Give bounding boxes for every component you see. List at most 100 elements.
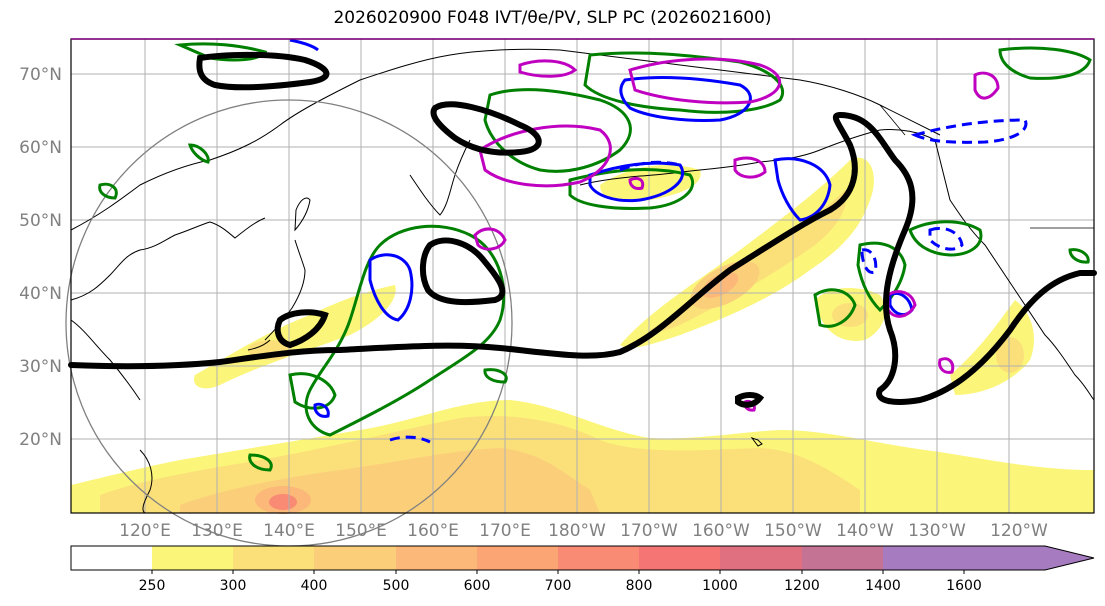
coast-alaska-north bbox=[559, 49, 941, 136]
coast-aleutians bbox=[579, 161, 761, 186]
theta-e-contour-tropics bbox=[248, 453, 273, 472]
lon-label-170e: 170°E bbox=[479, 521, 531, 541]
slp-contour-hawaii bbox=[735, 392, 765, 408]
ivt-westcoast-inner bbox=[996, 337, 1024, 373]
cb-label-1200: 1200 bbox=[784, 578, 820, 594]
latitude-labels: 70°N 60°N 50°N 40°N 30°N 20°N bbox=[19, 65, 62, 450]
lon-label-130w: 130°W bbox=[908, 521, 966, 541]
lon-label-140e: 140°E bbox=[263, 521, 315, 541]
cb-label-700: 700 bbox=[545, 578, 572, 594]
pv-magenta-contour-pacific bbox=[473, 227, 507, 251]
theta-e-contour-aleutians bbox=[568, 168, 694, 210]
coast-japan-hokkaido bbox=[294, 197, 311, 232]
lon-label-160w: 160°W bbox=[692, 521, 750, 541]
colorbar: 250 300 400 500 600 700 800 1000 1200 14… bbox=[70, 545, 1095, 594]
colorbar-seg-8 bbox=[720, 546, 802, 570]
cb-label-1000: 1000 bbox=[702, 578, 738, 594]
slp-contour-pacific-low bbox=[420, 237, 506, 306]
pv-magenta-contour-small2 bbox=[938, 357, 955, 374]
lon-label-150e: 150°E bbox=[335, 521, 387, 541]
colorbar-seg-9 bbox=[802, 546, 883, 570]
pv-magenta-contour-nw bbox=[973, 71, 1000, 100]
pv-blue-dashed-contours bbox=[389, 118, 1028, 444]
theta-e-contour-siberia bbox=[188, 143, 210, 164]
lat-label-70n: 70°N bbox=[19, 65, 62, 85]
pv-blue-contour-small bbox=[313, 402, 330, 418]
colorbar-outline bbox=[70, 545, 1095, 571]
ivt-core-140e bbox=[269, 494, 297, 510]
ar-250 bbox=[620, 157, 874, 348]
cb-label-600: 600 bbox=[464, 578, 491, 594]
pv-dashed-contour-coast bbox=[928, 226, 964, 251]
lon-label-160e: 160°E bbox=[407, 521, 459, 541]
colorbar-seg-1 bbox=[152, 546, 233, 570]
lon-label-170w: 170°W bbox=[620, 521, 678, 541]
lat-label-30n: 30°N bbox=[19, 357, 62, 377]
colorbar-seg-5 bbox=[477, 546, 558, 570]
gridlines bbox=[71, 39, 1094, 513]
pv-magenta-contour-arctic1 bbox=[518, 59, 578, 78]
coast-na-west bbox=[934, 139, 1095, 401]
coast-china bbox=[70, 319, 141, 401]
lon-label-150w: 150°W bbox=[764, 521, 822, 541]
coast-philippines bbox=[139, 449, 153, 514]
cb-label-1400: 1400 bbox=[865, 578, 901, 594]
colorbar-seg-4 bbox=[396, 546, 477, 570]
coast-kamchatka bbox=[409, 139, 471, 216]
lon-label-120w: 120°W bbox=[990, 521, 1048, 541]
lat-label-50n: 50°N bbox=[19, 211, 62, 231]
colorbar-seg-7 bbox=[639, 546, 720, 570]
pv-magenta-contour-small1 bbox=[628, 176, 645, 190]
ar-500 bbox=[701, 272, 739, 298]
coast-hawaii bbox=[750, 437, 763, 447]
ivt-japan bbox=[194, 285, 396, 389]
slp-contour-kamchatka bbox=[430, 101, 542, 156]
cb-label-800: 800 bbox=[626, 578, 653, 594]
colorbar-ticks bbox=[151, 570, 965, 574]
cb-label-500: 500 bbox=[383, 578, 410, 594]
colorbar-labels: 250 300 400 500 600 700 800 1000 1200 14… bbox=[139, 578, 982, 594]
theta-e-contour-pacific bbox=[304, 224, 506, 437]
theta-e-contour-coast bbox=[908, 220, 983, 257]
theta-e-contour-bering bbox=[483, 88, 632, 173]
lon-label-140w: 140°W bbox=[836, 521, 894, 541]
pv-blue-contours bbox=[289, 38, 914, 418]
pv-blue-contour-aleutians bbox=[588, 161, 684, 203]
coast-asia-north bbox=[70, 48, 561, 231]
cb-label-300: 300 bbox=[220, 578, 247, 594]
chart-title: 2026020900 F048 IVT/θe/PV, SLP PC (20260… bbox=[333, 8, 772, 28]
theta-e-contour-japan-south bbox=[288, 372, 337, 410]
colorbar-seg-extend bbox=[964, 546, 1094, 570]
pv-magenta-contour-coast bbox=[886, 290, 917, 318]
theta-e-contours bbox=[98, 42, 1092, 472]
pv-blue-contour-pacific bbox=[368, 253, 414, 322]
cb-label-400: 400 bbox=[301, 578, 328, 594]
slp-contour-main bbox=[68, 111, 1097, 405]
pv-blue-contour-gulf bbox=[773, 157, 832, 222]
colorbar-seg-10 bbox=[883, 546, 964, 570]
cb-label-250: 250 bbox=[139, 578, 166, 594]
longitude-labels: 120°E 130°E 140°E 150°E 160°E 170°E 180°… bbox=[119, 521, 1048, 541]
lon-label-120e: 120°E bbox=[119, 521, 171, 541]
lat-label-40n: 40°N bbox=[19, 284, 62, 304]
theta-e-contour-small2 bbox=[1068, 248, 1090, 264]
pv-blue-contour-arctic bbox=[619, 76, 752, 122]
theta-e-contour-gulf2 bbox=[813, 288, 857, 328]
theta-e-contour-small1 bbox=[483, 368, 508, 384]
colorbar-seg-6 bbox=[558, 546, 639, 570]
slp-contour-japan bbox=[274, 309, 329, 349]
slp-pc-contours bbox=[68, 51, 1097, 408]
pv-dashed-contour-aleutians bbox=[619, 160, 681, 172]
theta-e-contour-nw bbox=[998, 46, 1092, 80]
lat-label-20n: 20°N bbox=[19, 430, 62, 450]
colorbar-seg-2 bbox=[233, 546, 314, 570]
lon-label-180w: 180°W bbox=[548, 521, 606, 541]
theta-e-contour-okhotsk bbox=[174, 42, 268, 62]
pv-blue-contour-north bbox=[289, 38, 319, 52]
lat-label-60n: 60°N bbox=[19, 138, 62, 158]
coast-asia-korea bbox=[70, 217, 266, 301]
pv-magenta-contour-arctic2 bbox=[628, 57, 782, 105]
ivt-bering bbox=[600, 165, 701, 202]
theta-e-contour-arctic bbox=[583, 51, 784, 114]
